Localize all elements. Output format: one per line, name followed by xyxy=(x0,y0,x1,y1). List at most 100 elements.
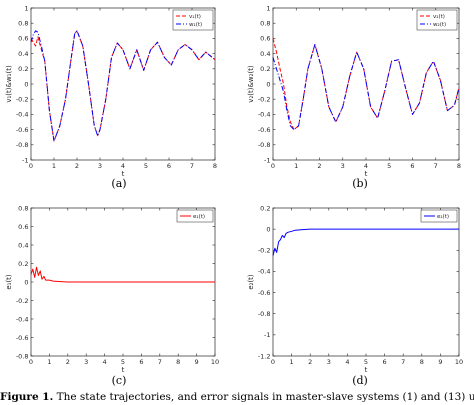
legend-entry: v₂(t) xyxy=(433,14,445,20)
y-tick-label: -0.2 xyxy=(258,247,271,255)
x-tick-label: 4 xyxy=(103,358,107,366)
x-tick-label: 6 xyxy=(410,162,414,170)
y-tick-label: 0.4 xyxy=(18,241,28,249)
y-tick-label: 0.8 xyxy=(260,20,270,28)
legend-entry: e₁(t) xyxy=(193,214,205,220)
x-tick-label: 2 xyxy=(75,162,79,170)
y-tick-label: -0.8 xyxy=(258,310,271,318)
x-tick-label: 1 xyxy=(52,162,56,170)
chart-panel-d: 0 1 2 3 4 5 6 7 8 9 10 -1.2 -1 -0.8 -0.6 -0.4 -0.2 0 0.2 t e… xyxy=(247,204,463,374)
y-tick-label: 0 xyxy=(266,80,270,88)
x-tick-label: 6 xyxy=(383,358,387,366)
legend-box xyxy=(172,9,214,31)
y-tick-label: -0.8 xyxy=(16,141,29,149)
y-tick-label: -0.6 xyxy=(16,126,29,134)
y-tick-label: 0.2 xyxy=(18,260,28,268)
x-tick-label: 8 xyxy=(457,162,461,170)
x-tick-label: 7 xyxy=(190,162,194,170)
legend-box xyxy=(416,9,458,31)
y-tick-label: -0.4 xyxy=(16,111,29,119)
y-tick-label: -0.4 xyxy=(258,268,271,276)
x-tick-label: 3 xyxy=(327,358,331,366)
x-tick-label: 3 xyxy=(84,358,88,366)
x-tick-label: 1 xyxy=(47,358,51,366)
y-tick-label: -1 xyxy=(264,331,270,339)
x-tick-label: 5 xyxy=(144,162,148,170)
y-tick-label: 0 xyxy=(266,225,270,233)
y-tick-label: 0 xyxy=(24,80,28,88)
panel-label-d: (d) xyxy=(352,374,368,387)
y-tick-label: 0.4 xyxy=(18,50,28,58)
series-line xyxy=(272,38,460,131)
y-tick-label: 1 xyxy=(24,4,28,12)
x-tick-label: 5 xyxy=(387,162,391,170)
x-tick-label: 6 xyxy=(167,162,171,170)
y-tick-label: -1 xyxy=(22,156,28,164)
y-tick-label: 0.6 xyxy=(18,223,28,231)
y-tick-label: 0.2 xyxy=(260,204,270,212)
y-tick-label: 0.8 xyxy=(18,204,28,212)
x-tick-label: 5 xyxy=(121,358,125,366)
legend-entry: e₂(t) xyxy=(437,214,449,220)
y-axis-label: e₂(t) xyxy=(247,274,255,290)
series-line xyxy=(272,228,459,256)
x-tick-label: 2 xyxy=(308,358,312,366)
x-tick-label: 9 xyxy=(438,358,442,366)
y-tick-label: 0.4 xyxy=(260,50,270,58)
y-tick-label: -0.4 xyxy=(258,111,271,119)
x-tick-label: 2 xyxy=(66,358,70,366)
x-tick-label: 10 xyxy=(211,358,219,366)
x-tick-label: 4 xyxy=(345,358,349,366)
y-axis-label: v₁(t)&w₁(t) xyxy=(5,65,13,103)
chart-panel-b: 0 1 2 3 4 5 6 7 8 -1 -0.8 -0.6 -0.4 -0.2 0 0.2 0.4 0.6 0.8… xyxy=(247,4,461,178)
x-axis-label: t xyxy=(365,366,368,374)
y-tick-label: 1 xyxy=(266,4,270,12)
x-tick-label: 8 xyxy=(213,162,217,170)
y-tick-label: -0.4 xyxy=(16,315,29,323)
y-tick-label: 0.2 xyxy=(260,65,270,73)
x-tick-label: 8 xyxy=(420,358,424,366)
x-tick-label: 3 xyxy=(341,162,345,170)
caption-label: Figure 1. xyxy=(0,391,54,403)
x-tick-label: 0 xyxy=(271,358,275,366)
x-tick-label: 3 xyxy=(98,162,102,170)
x-tick-label: 4 xyxy=(364,162,368,170)
legend-entry: w₂(t) xyxy=(433,22,446,28)
legend-box xyxy=(176,209,214,223)
x-tick-label: 2 xyxy=(317,162,321,170)
series-line xyxy=(30,30,216,142)
x-tick-label: 0 xyxy=(29,358,33,366)
y-tick-label: -0.2 xyxy=(16,297,29,305)
x-tick-label: 0 xyxy=(271,162,275,170)
x-tick-label: 6 xyxy=(139,358,143,366)
panel-label-b: (b) xyxy=(352,177,368,190)
x-tick-label: 1 xyxy=(290,358,294,366)
y-tick-label: -0.6 xyxy=(16,334,29,342)
figure-caption: Figure 1. The state trajectories, and er… xyxy=(0,391,474,405)
x-tick-label: 1 xyxy=(294,162,298,170)
y-tick-label: -0.8 xyxy=(258,141,271,149)
x-tick-label: 10 xyxy=(455,358,463,366)
chart-panel-c: 0 1 2 3 4 5 6 7 8 9 10 -0.8 -0.6 -0.4 -0.2 0 0.2 0.4 0.6 0.… xyxy=(5,204,219,374)
y-tick-label: -0.2 xyxy=(16,96,29,104)
series-line xyxy=(30,266,215,283)
legend-entry: v₁(t) xyxy=(189,14,201,20)
legend-box xyxy=(420,209,458,223)
y-tick-label: 0.8 xyxy=(18,20,28,28)
panel-label-c: (c) xyxy=(112,374,127,387)
y-tick-label: -0.6 xyxy=(258,289,271,297)
x-tick-label: 7 xyxy=(434,162,438,170)
y-tick-label: -0.6 xyxy=(258,126,271,134)
panel-label-a: (a) xyxy=(111,177,126,190)
series-line xyxy=(272,44,460,131)
x-axis-label: t xyxy=(365,170,368,178)
y-tick-label: -0.2 xyxy=(258,96,271,104)
x-axis-label: t xyxy=(122,366,125,374)
x-tick-label: 9 xyxy=(195,358,199,366)
x-tick-label: 0 xyxy=(29,162,33,170)
y-tick-label: -0.8 xyxy=(16,352,29,360)
y-axis-label: e₁(t) xyxy=(5,274,13,290)
y-tick-label: 0.2 xyxy=(18,65,28,73)
x-tick-label: 5 xyxy=(364,358,368,366)
